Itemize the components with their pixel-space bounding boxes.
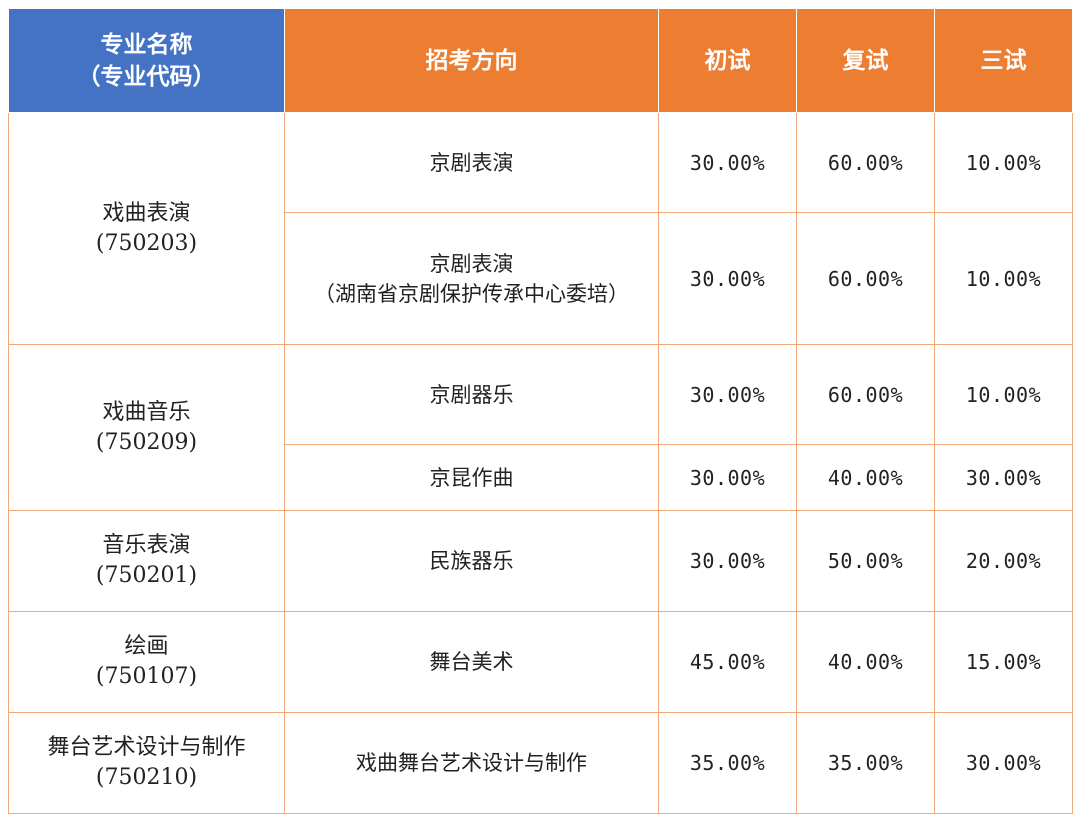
major-cell: 舞台艺术设计与制作 (750210) (8, 712, 285, 814)
header-round3: 三试 (934, 8, 1073, 113)
round3-cell: 15.00% (934, 611, 1073, 713)
direction-cell: 京昆作曲 (284, 444, 659, 511)
major-cell: 戏曲音乐 (750209) (8, 344, 285, 511)
major-name: 绘画 (124, 634, 169, 659)
round3-cell: 30.00% (934, 712, 1073, 814)
header-direction: 招考方向 (284, 8, 659, 113)
round1-cell: 30.00% (658, 444, 797, 511)
direction-name: 京昆作曲 (429, 465, 514, 490)
direction-name: 戏曲舞台艺术设计与制作 (356, 751, 587, 775)
major-name: 戏曲音乐 (102, 399, 191, 425)
header-round2: 复试 (796, 8, 935, 113)
direction-cell: 京剧表演 (284, 112, 659, 213)
major-code: (750201) (95, 563, 198, 588)
round1-cell: 30.00% (658, 510, 797, 612)
table-row: 戏曲表演 (750203) 京剧表演 30.00% 60.00% 10.00% (8, 112, 1073, 345)
table-row: 舞台艺术设计与制作 (750210) 戏曲舞台艺术设计与制作 35.00% 35… (8, 712, 1073, 814)
major-cell: 戏曲表演 (750203) (8, 112, 285, 345)
round3-cell: 20.00% (934, 510, 1073, 612)
round1-cell: 30.00% (658, 344, 797, 445)
table-row: 绘画 (750107) 舞台美术 45.00% 40.00% 15.00% (8, 611, 1073, 713)
header-row: 专业名称 （专业代码） 招考方向 初试 复试 三试 (8, 8, 1073, 113)
major-code: (750107) (95, 664, 198, 689)
table-body: 戏曲表演 (750203) 京剧表演 30.00% 60.00% 10.00% … (8, 112, 1073, 814)
direction-cell: 戏曲舞台艺术设计与制作 (284, 712, 659, 814)
round1-cell: 35.00% (658, 712, 797, 814)
direction-cell: 民族器乐 (284, 510, 659, 612)
table-row: 戏曲音乐 (750209) 京剧器乐 30.00% 60.00% 10.00% (8, 344, 1073, 511)
round2-cell: 60.00% (796, 212, 935, 345)
header-major-code-label: （专业代码） (77, 62, 216, 90)
header-major: 专业名称 （专业代码） (8, 8, 285, 113)
direction-note: （湖南省京剧保护传承中心委培） (314, 281, 629, 306)
round2-cell: 40.00% (796, 444, 935, 511)
direction-name: 京剧器乐 (429, 382, 514, 407)
direction-cell: 京剧表演 （湖南省京剧保护传承中心委培） (284, 212, 659, 345)
round2-cell: 40.00% (796, 611, 935, 713)
major-code: (750210) (95, 765, 198, 790)
round2-cell: 60.00% (796, 112, 935, 213)
major-name: 戏曲表演 (102, 200, 191, 226)
direction-name: 京剧表演 (429, 251, 514, 276)
round3-cell: 10.00% (934, 112, 1073, 213)
major-name: 舞台艺术设计与制作 (47, 735, 246, 760)
header-round1: 初试 (658, 8, 797, 113)
round2-cell: 50.00% (796, 510, 935, 612)
round3-cell: 10.00% (934, 344, 1073, 445)
table-row: 京昆作曲 30.00% 40.00% 30.00% (9, 444, 1073, 511)
direction-cell: 舞台美术 (284, 611, 659, 713)
direction-name: 民族器乐 (429, 549, 514, 573)
direction-cell: 京剧器乐 (284, 344, 659, 445)
round2-cell: 35.00% (796, 712, 935, 814)
direction-name: 舞台美术 (429, 650, 514, 674)
major-code: (750209) (95, 429, 198, 455)
table-row: 音乐表演 (750201) 民族器乐 30.00% 50.00% 20.00% (8, 510, 1073, 612)
round1-cell: 30.00% (658, 212, 797, 345)
round3-cell: 30.00% (934, 444, 1073, 511)
round2-cell: 60.00% (796, 344, 935, 445)
major-cell: 绘画 (750107) (8, 611, 285, 713)
major-cell: 音乐表演 (750201) (8, 510, 285, 612)
round3-cell: 10.00% (934, 212, 1073, 345)
header-major-label: 专业名称 (100, 30, 193, 58)
round1-cell: 45.00% (658, 611, 797, 713)
direction-name: 京剧表演 (429, 150, 514, 175)
major-name: 音乐表演 (102, 533, 191, 558)
score-weight-table: 专业名称 （专业代码） 招考方向 初试 复试 三试 戏曲表演 (750203) … (8, 8, 1073, 814)
major-code: (750203) (95, 230, 198, 256)
round1-cell: 30.00% (658, 112, 797, 213)
table-row: 京剧表演 （湖南省京剧保护传承中心委培） 30.00% 60.00% 10.00… (9, 212, 1073, 345)
